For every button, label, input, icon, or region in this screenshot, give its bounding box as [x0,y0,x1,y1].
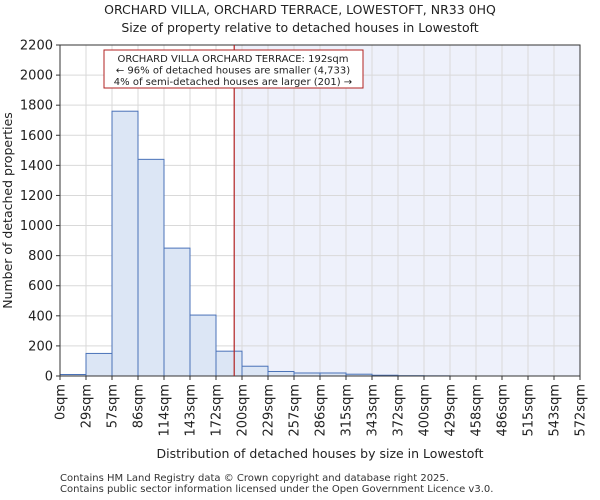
y-tick-label: 1400 [20,159,53,174]
x-tick-label: 343sqm [366,384,381,437]
bar [267,370,295,377]
highlight-region [234,45,580,376]
x-tick-label: 229sqm [262,384,277,437]
x-tick-label: 372sqm [392,384,407,437]
y-tick-label: 200 [28,339,53,354]
x-tick-label: 515sqm [522,384,537,437]
y-tick-label: 400 [28,309,53,324]
y-tick-label: 600 [28,279,53,294]
y-tick-label: 0 [45,370,53,385]
x-tick-label: 486sqm [496,384,511,437]
footer-line-1: Contains HM Land Registry data © Crown c… [60,473,449,484]
annotation-line-2: ← 96% of detached houses are smaller (4,… [116,66,350,77]
bar [163,247,191,377]
annotation-line-3: 4% of semi-detached houses are larger (2… [114,77,352,88]
x-axis-label: Distribution of detached houses by size … [156,446,483,461]
footer-line-2: Contains public sector information licen… [60,484,494,495]
x-tick-label: 0sqm [54,384,69,420]
x-tick-label: 200sqm [236,384,251,437]
chart-title: ORCHARD VILLA, ORCHARD TERRACE, LOWESTOF… [104,2,496,17]
chart-subtitle: Size of property relative to detached ho… [121,20,479,35]
bar [111,110,139,377]
x-tick-label: 286sqm [314,384,329,437]
x-tick-label: 29sqm [80,384,95,428]
y-tick-label: 2200 [20,39,53,54]
y-tick-label: 1800 [20,99,53,114]
bar [215,350,243,377]
x-tick-label: 143sqm [184,384,199,437]
x-tick-label: 543sqm [548,384,563,437]
x-tick-label: 57sqm [106,384,121,428]
bar [137,158,165,377]
x-tick-label: 458sqm [470,384,485,437]
x-tick-label: 257sqm [288,384,303,437]
bar [241,365,269,377]
bar [85,352,113,377]
y-tick-label: 1600 [20,129,53,144]
y-tick-label: 1200 [20,189,53,204]
annotation-box [103,49,364,89]
annotation-line-1: ORCHARD VILLA ORCHARD TERRACE: 192sqm [118,54,349,65]
x-tick-label: 315sqm [340,384,355,437]
x-tick-label: 572sqm [574,384,589,437]
y-tick-label: 2000 [20,69,53,84]
x-tick-label: 86sqm [132,384,147,428]
bar [189,314,217,377]
x-tick-label: 172sqm [210,384,225,437]
y-axis-label: Number of detached properties [0,112,15,309]
x-tick-label: 114sqm [158,384,173,437]
y-tick-label: 800 [28,249,53,264]
y-tick-label: 1000 [20,219,53,234]
x-tick-label: 400sqm [418,384,433,437]
x-tick-label: 429sqm [444,384,459,437]
